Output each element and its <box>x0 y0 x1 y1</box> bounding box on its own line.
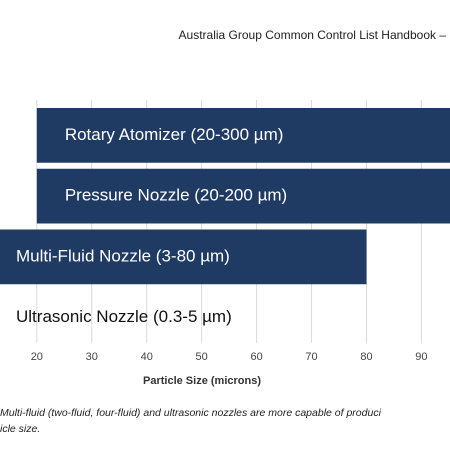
bars <box>0 108 450 285</box>
x-tick-label: 30 <box>86 351 98 363</box>
x-tick-label: 50 <box>196 351 208 363</box>
x-tick-label: 80 <box>360 351 372 363</box>
x-tick-label: 90 <box>415 351 427 363</box>
bar-label: Rotary Atomizer (20-300 µm) <box>65 125 284 144</box>
bar-label: Multi-Fluid Nozzle (3-80 µm) <box>16 246 230 265</box>
caption: icle size. <box>0 423 40 435</box>
x-tick-label: 60 <box>250 351 262 363</box>
x-axis-label: Particle Size (microns) <box>143 375 261 387</box>
x-tick-label: 70 <box>305 351 317 363</box>
header: Australia Group Common Control List Hand… <box>179 28 447 42</box>
bar-label: Ultrasonic Nozzle (0.3-5 µm) <box>16 307 232 326</box>
caption: Multi-fluid (two-fluid, four-fluid) and … <box>0 407 382 419</box>
x-tick-label: 40 <box>141 351 153 363</box>
bar <box>36 168 450 224</box>
bar <box>36 108 450 163</box>
bar-label: Pressure Nozzle (20-200 µm) <box>65 186 287 205</box>
x-tick-label: 20 <box>31 351 43 363</box>
bar <box>0 229 367 285</box>
